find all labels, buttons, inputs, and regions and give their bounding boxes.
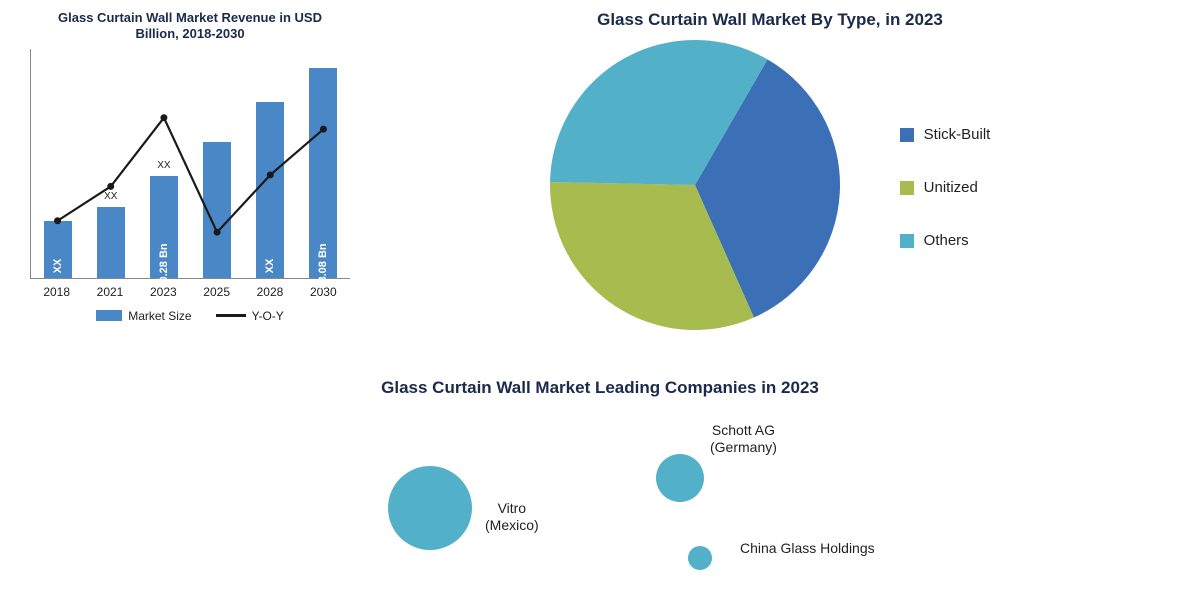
xaxis-tick-label: 2025 <box>203 285 230 299</box>
bar-2018: XX <box>44 221 72 278</box>
pie-chart-title: Glass Curtain Wall Market By Type, in 20… <box>370 10 1170 30</box>
pie-legend-swatch <box>900 234 914 248</box>
company-bubble <box>388 466 472 550</box>
bar-chart-title: Glass Curtain Wall Market Revenue in USD… <box>30 10 350 49</box>
company-bubble-label: Schott AG(Germany) <box>710 422 777 456</box>
xaxis-tick-label: 2028 <box>257 285 284 299</box>
bubble-chart-area: Vitro(Mexico) Schott AG(Germany) China Gla… <box>250 408 950 568</box>
legend-swatch-bar <box>96 310 122 321</box>
pie-legend-swatch <box>900 181 914 195</box>
legend-label-yoy: Y-O-Y <box>252 309 284 323</box>
company-bubble-label: Vitro(Mexico) <box>485 500 539 534</box>
bar-chart-xaxis: 201820212023202520282030 <box>30 285 350 299</box>
legend-item-market-size: Market Size <box>96 309 191 323</box>
bar-2030: 98.08 Bn <box>309 68 337 278</box>
top-region: Glass Curtain Wall Market Revenue in USD… <box>0 0 1200 370</box>
legend-label-market-size: Market Size <box>128 309 191 323</box>
bubble-chart-region: Glass Curtain Wall Market Leading Compan… <box>0 370 1200 600</box>
bar-value-label: XX <box>264 258 276 273</box>
bar-top-label: XX <box>104 191 117 202</box>
bar-chart-legend: Market Size Y-O-Y <box>30 309 350 323</box>
xaxis-tick-label: 2021 <box>97 285 124 299</box>
bar-value-label: 60.28 Bn <box>158 243 170 288</box>
bar-2023: 60.28 BnXX <box>150 176 178 277</box>
pie-chart-body: Stick-Built Unitized Others <box>370 40 1170 335</box>
pie-legend-item: Others <box>900 232 991 249</box>
legend-item-yoy: Y-O-Y <box>216 309 284 323</box>
company-bubble <box>656 454 704 502</box>
bar-value-label: XX <box>52 258 64 273</box>
bars-container: XX XX 60.28 BnXX XX 98.08 Bn <box>31 49 350 278</box>
pie-legend-label: Stick-Built <box>924 126 991 143</box>
bar-value-label: 98.08 Bn <box>317 243 329 288</box>
bar-2021: XX <box>97 207 125 277</box>
bubble-chart-title: Glass Curtain Wall Market Leading Compan… <box>0 378 1200 398</box>
pie-legend-item: Stick-Built <box>900 126 991 143</box>
pie-legend-swatch <box>900 128 914 142</box>
xaxis-tick-label: 2018 <box>43 285 70 299</box>
pie-svg <box>550 40 840 330</box>
bar-2025 <box>203 142 231 277</box>
legend-swatch-line <box>216 314 246 317</box>
pie-legend: Stick-Built Unitized Others <box>900 126 991 249</box>
bar-top-label: XX <box>157 160 170 171</box>
company-bubble <box>688 546 712 570</box>
company-bubble-label: China Glass Holdings <box>740 540 875 557</box>
bar-chart-plot-area: XX XX 60.28 BnXX XX 98.08 Bn <box>30 49 350 279</box>
pie-legend-label: Unitized <box>924 179 978 196</box>
pie-chart: Glass Curtain Wall Market By Type, in 20… <box>360 0 1200 370</box>
bar-2028: XX <box>256 102 284 278</box>
pie-legend-item: Unitized <box>900 179 991 196</box>
pie-legend-label: Others <box>924 232 969 249</box>
bar-line-chart: Glass Curtain Wall Market Revenue in USD… <box>0 0 360 370</box>
pie-svg-wrap <box>550 40 840 335</box>
